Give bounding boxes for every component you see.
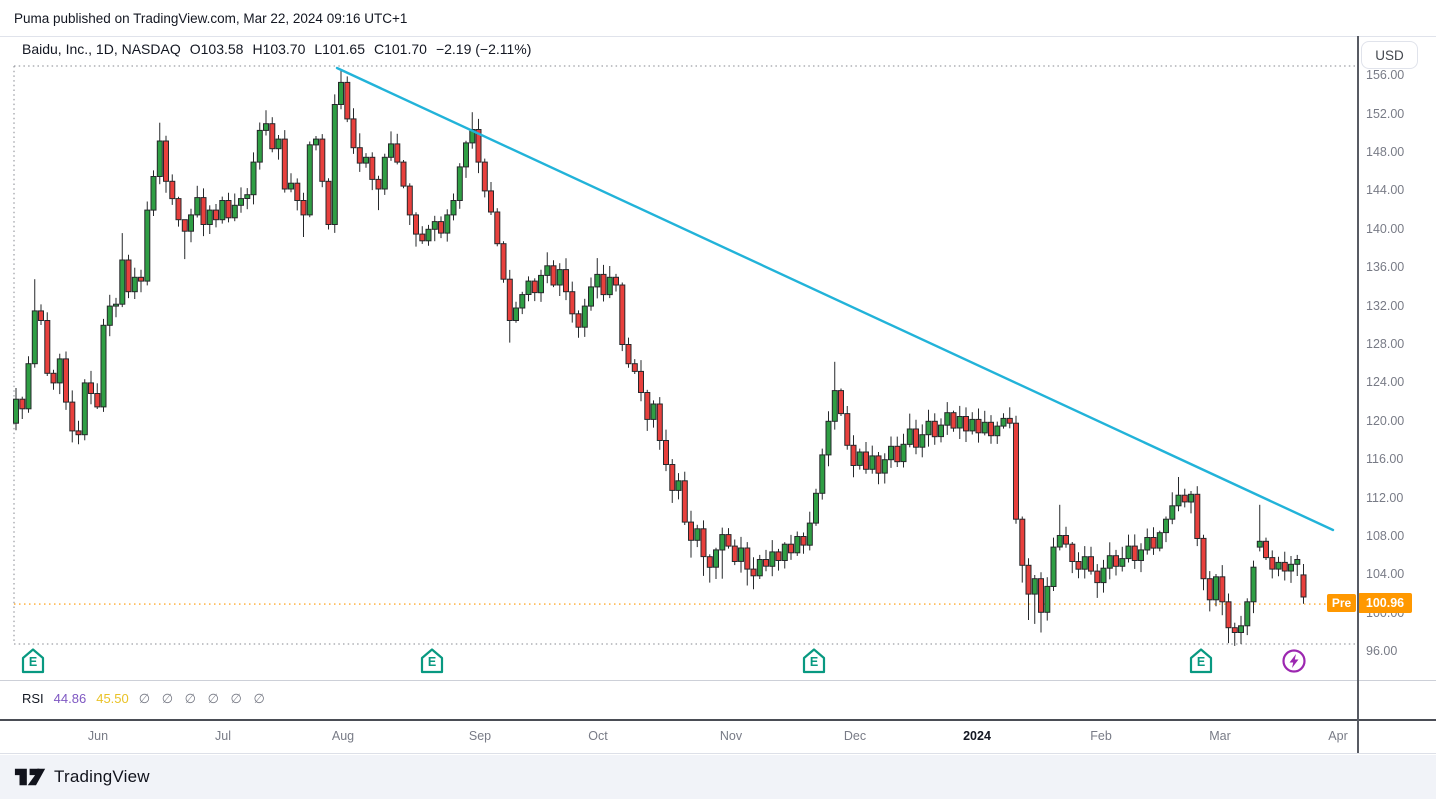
ohlc-high: H103.70 — [252, 41, 306, 57]
price-tick-label: 112.00 — [1366, 490, 1404, 505]
ohlc-low: L101.65 — [314, 41, 365, 57]
svg-text:E: E — [428, 655, 436, 669]
pre-market-price-badge: 100.96 — [1358, 593, 1412, 613]
ohlc-open: O103.58 — [189, 41, 244, 57]
svg-text:E: E — [1197, 655, 1205, 669]
price-tick-label: 96.00 — [1366, 644, 1398, 659]
published-byline: Puma published on TradingView.com, Mar 2… — [14, 11, 408, 26]
time-tick-label: 2024 — [963, 729, 991, 743]
time-tick-label: Jul — [215, 729, 231, 743]
svg-text:E: E — [29, 655, 37, 669]
currency-button[interactable]: USD — [1361, 41, 1418, 69]
earnings-marker-icon[interactable]: E — [802, 648, 826, 674]
earnings-marker-icon[interactable]: E — [21, 648, 45, 674]
rsi-label: RSI — [22, 691, 44, 706]
time-tick-label: Jun — [87, 729, 109, 743]
rsi-value-2: 45.50 — [96, 691, 129, 706]
symbol-legend[interactable]: Baidu, Inc., 1D, NASDAQ O103.58 H103.70 L10… — [22, 41, 540, 57]
rsi-indicator-legend[interactable]: RSI 44.86 45.50 ∅ ∅ ∅ ∅ ∅ ∅ — [22, 691, 275, 707]
price-tick-label: 144.00 — [1366, 183, 1405, 198]
price-tick-label: 156.00 — [1366, 68, 1405, 83]
price-tick-label: 152.00 — [1366, 106, 1405, 121]
price-tick-label: 124.00 — [1366, 375, 1405, 390]
time-tick-label: Aug — [331, 729, 355, 743]
time-tick-label: Feb — [1090, 729, 1112, 743]
price-tick-label: 120.00 — [1366, 413, 1405, 428]
price-tick-label: 116.00 — [1366, 452, 1404, 467]
pre-market-label: Pre — [1327, 594, 1356, 612]
price-tick-label: 136.00 — [1366, 260, 1405, 275]
rsi-value-1: 44.86 — [53, 691, 87, 706]
svg-text:E: E — [810, 655, 818, 669]
price-tick-label: 140.00 — [1366, 221, 1405, 236]
time-tick-label: Nov — [719, 729, 743, 743]
symbol-title: Baidu, Inc., 1D, NASDAQ — [22, 41, 181, 57]
price-axis-line — [1357, 36, 1359, 753]
earnings-marker-icon[interactable]: E — [420, 648, 444, 674]
price-tick-label: 128.00 — [1366, 337, 1405, 351]
time-tick-label: Sep — [468, 729, 492, 743]
time-tick-label: Mar — [1209, 729, 1231, 743]
price-tick-label: 148.00 — [1366, 145, 1405, 159]
ohlc-change: −2.19 (−2.11%) — [435, 41, 532, 57]
card-bottom-border — [0, 753, 1436, 754]
price-tick-label: 104.00 — [1366, 567, 1405, 582]
tradingview-brand-name[interactable]: TradingView — [54, 767, 150, 786]
time-axis-separator — [0, 719, 1436, 721]
upcoming-earnings-flash-icon[interactable] — [1282, 649, 1306, 673]
time-tick-label: Oct — [588, 729, 608, 743]
pane-separator[interactable] — [0, 680, 1436, 681]
time-tick-label: Dec — [843, 729, 867, 743]
rsi-empty-values: ∅ ∅ ∅ ∅ ∅ ∅ — [138, 691, 265, 706]
card-top-border — [0, 36, 1436, 37]
footer-bar: TradingView — [0, 755, 1436, 799]
ohlc-close: C101.70 — [374, 41, 427, 57]
earnings-marker-icon[interactable]: E — [1189, 648, 1213, 674]
time-tick-label: Apr — [1328, 729, 1348, 743]
price-chart-canvas[interactable]: E E E E — [0, 0, 1436, 755]
price-tick-label: 108.00 — [1366, 529, 1405, 543]
tradingview-logo-icon[interactable] — [14, 764, 47, 790]
price-tick-label: 132.00 — [1366, 298, 1405, 313]
